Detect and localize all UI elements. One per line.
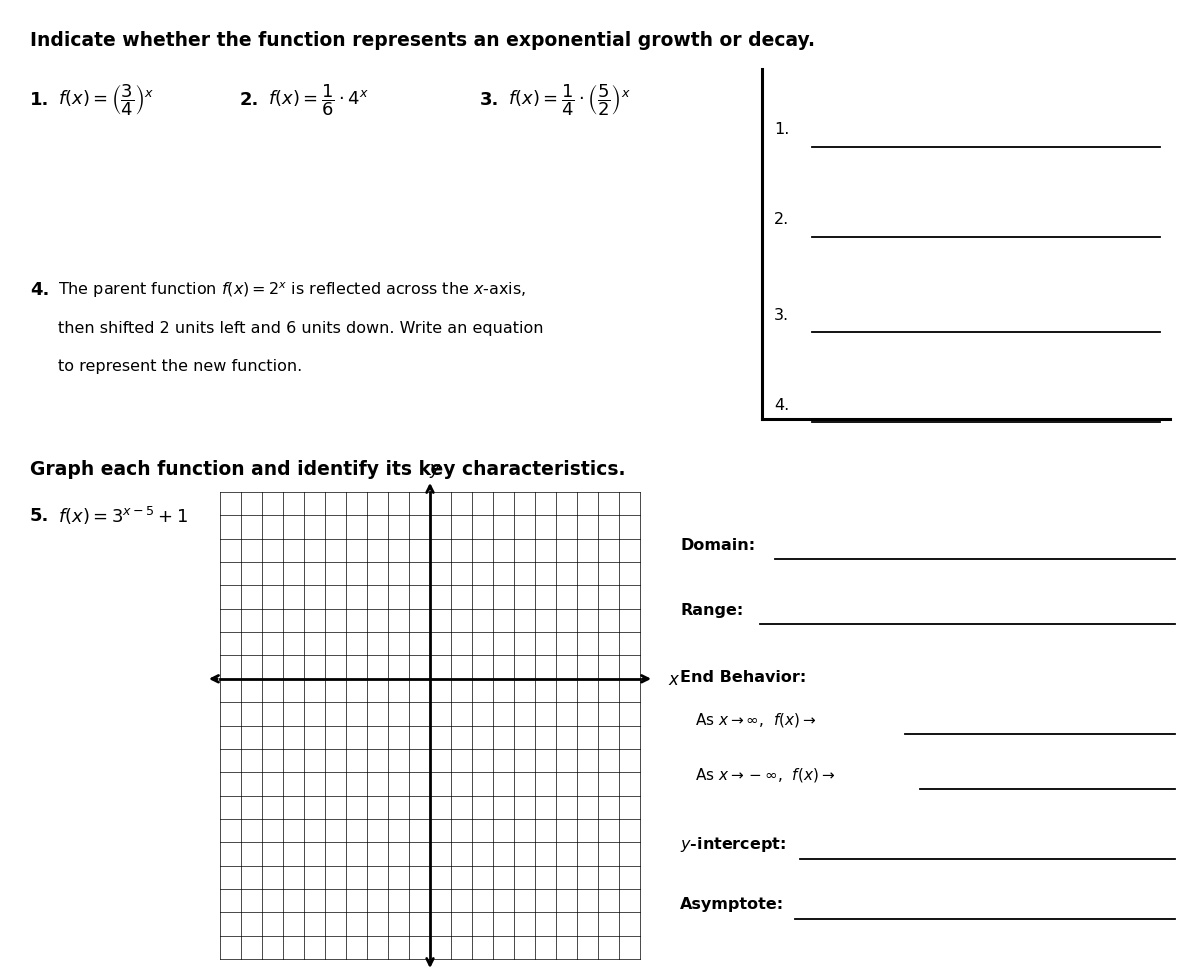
Text: 3.: 3. [774,307,790,322]
Text: 1.: 1. [30,91,49,109]
Text: 5.: 5. [30,507,49,524]
Text: End Behavior:: End Behavior: [680,670,806,685]
Text: Domain:: Domain: [680,537,755,552]
Text: then shifted 2 units left and 6 units down. Write an equation: then shifted 2 units left and 6 units do… [58,320,544,335]
Text: $f(x)=\dfrac{1}{4}\cdot\left(\dfrac{5}{2}\right)^{x}$: $f(x)=\dfrac{1}{4}\cdot\left(\dfrac{5}{2… [508,82,631,117]
Text: $f(x)=\dfrac{1}{6}\cdot4^{x}$: $f(x)=\dfrac{1}{6}\cdot4^{x}$ [268,82,368,117]
Text: $x$: $x$ [668,670,680,689]
Text: Asymptote:: Asymptote: [680,897,784,911]
Text: to represent the new function.: to represent the new function. [58,358,302,374]
Text: The parent function $f(x)=2^{x}$ is reflected across the $x$-axis,: The parent function $f(x)=2^{x}$ is refl… [58,280,526,299]
Text: 4.: 4. [774,397,790,412]
Text: Range:: Range: [680,601,743,617]
Text: $y$-intercept:: $y$-intercept: [680,834,786,854]
Text: $f(x)=3^{x-5}+1$: $f(x)=3^{x-5}+1$ [58,505,188,526]
Text: As $x\to -\infty$,  $f(x)\to$: As $x\to -\infty$, $f(x)\to$ [695,765,835,783]
Text: As $x\to\infty$,  $f(x)\to$: As $x\to\infty$, $f(x)\to$ [695,710,816,729]
Text: Indicate whether the function represents an exponential growth or decay.: Indicate whether the function represents… [30,30,815,50]
Text: $f(x)=\left(\dfrac{3}{4}\right)^{x}$: $f(x)=\left(\dfrac{3}{4}\right)^{x}$ [58,82,154,117]
Text: 1.: 1. [774,122,790,137]
Text: 4.: 4. [30,281,49,298]
Text: $y$: $y$ [428,462,442,479]
Text: 3.: 3. [480,91,499,109]
Text: Graph each function and identify its key characteristics.: Graph each function and identify its key… [30,460,625,479]
Text: 2.: 2. [774,212,790,227]
Text: 2.: 2. [240,91,259,109]
